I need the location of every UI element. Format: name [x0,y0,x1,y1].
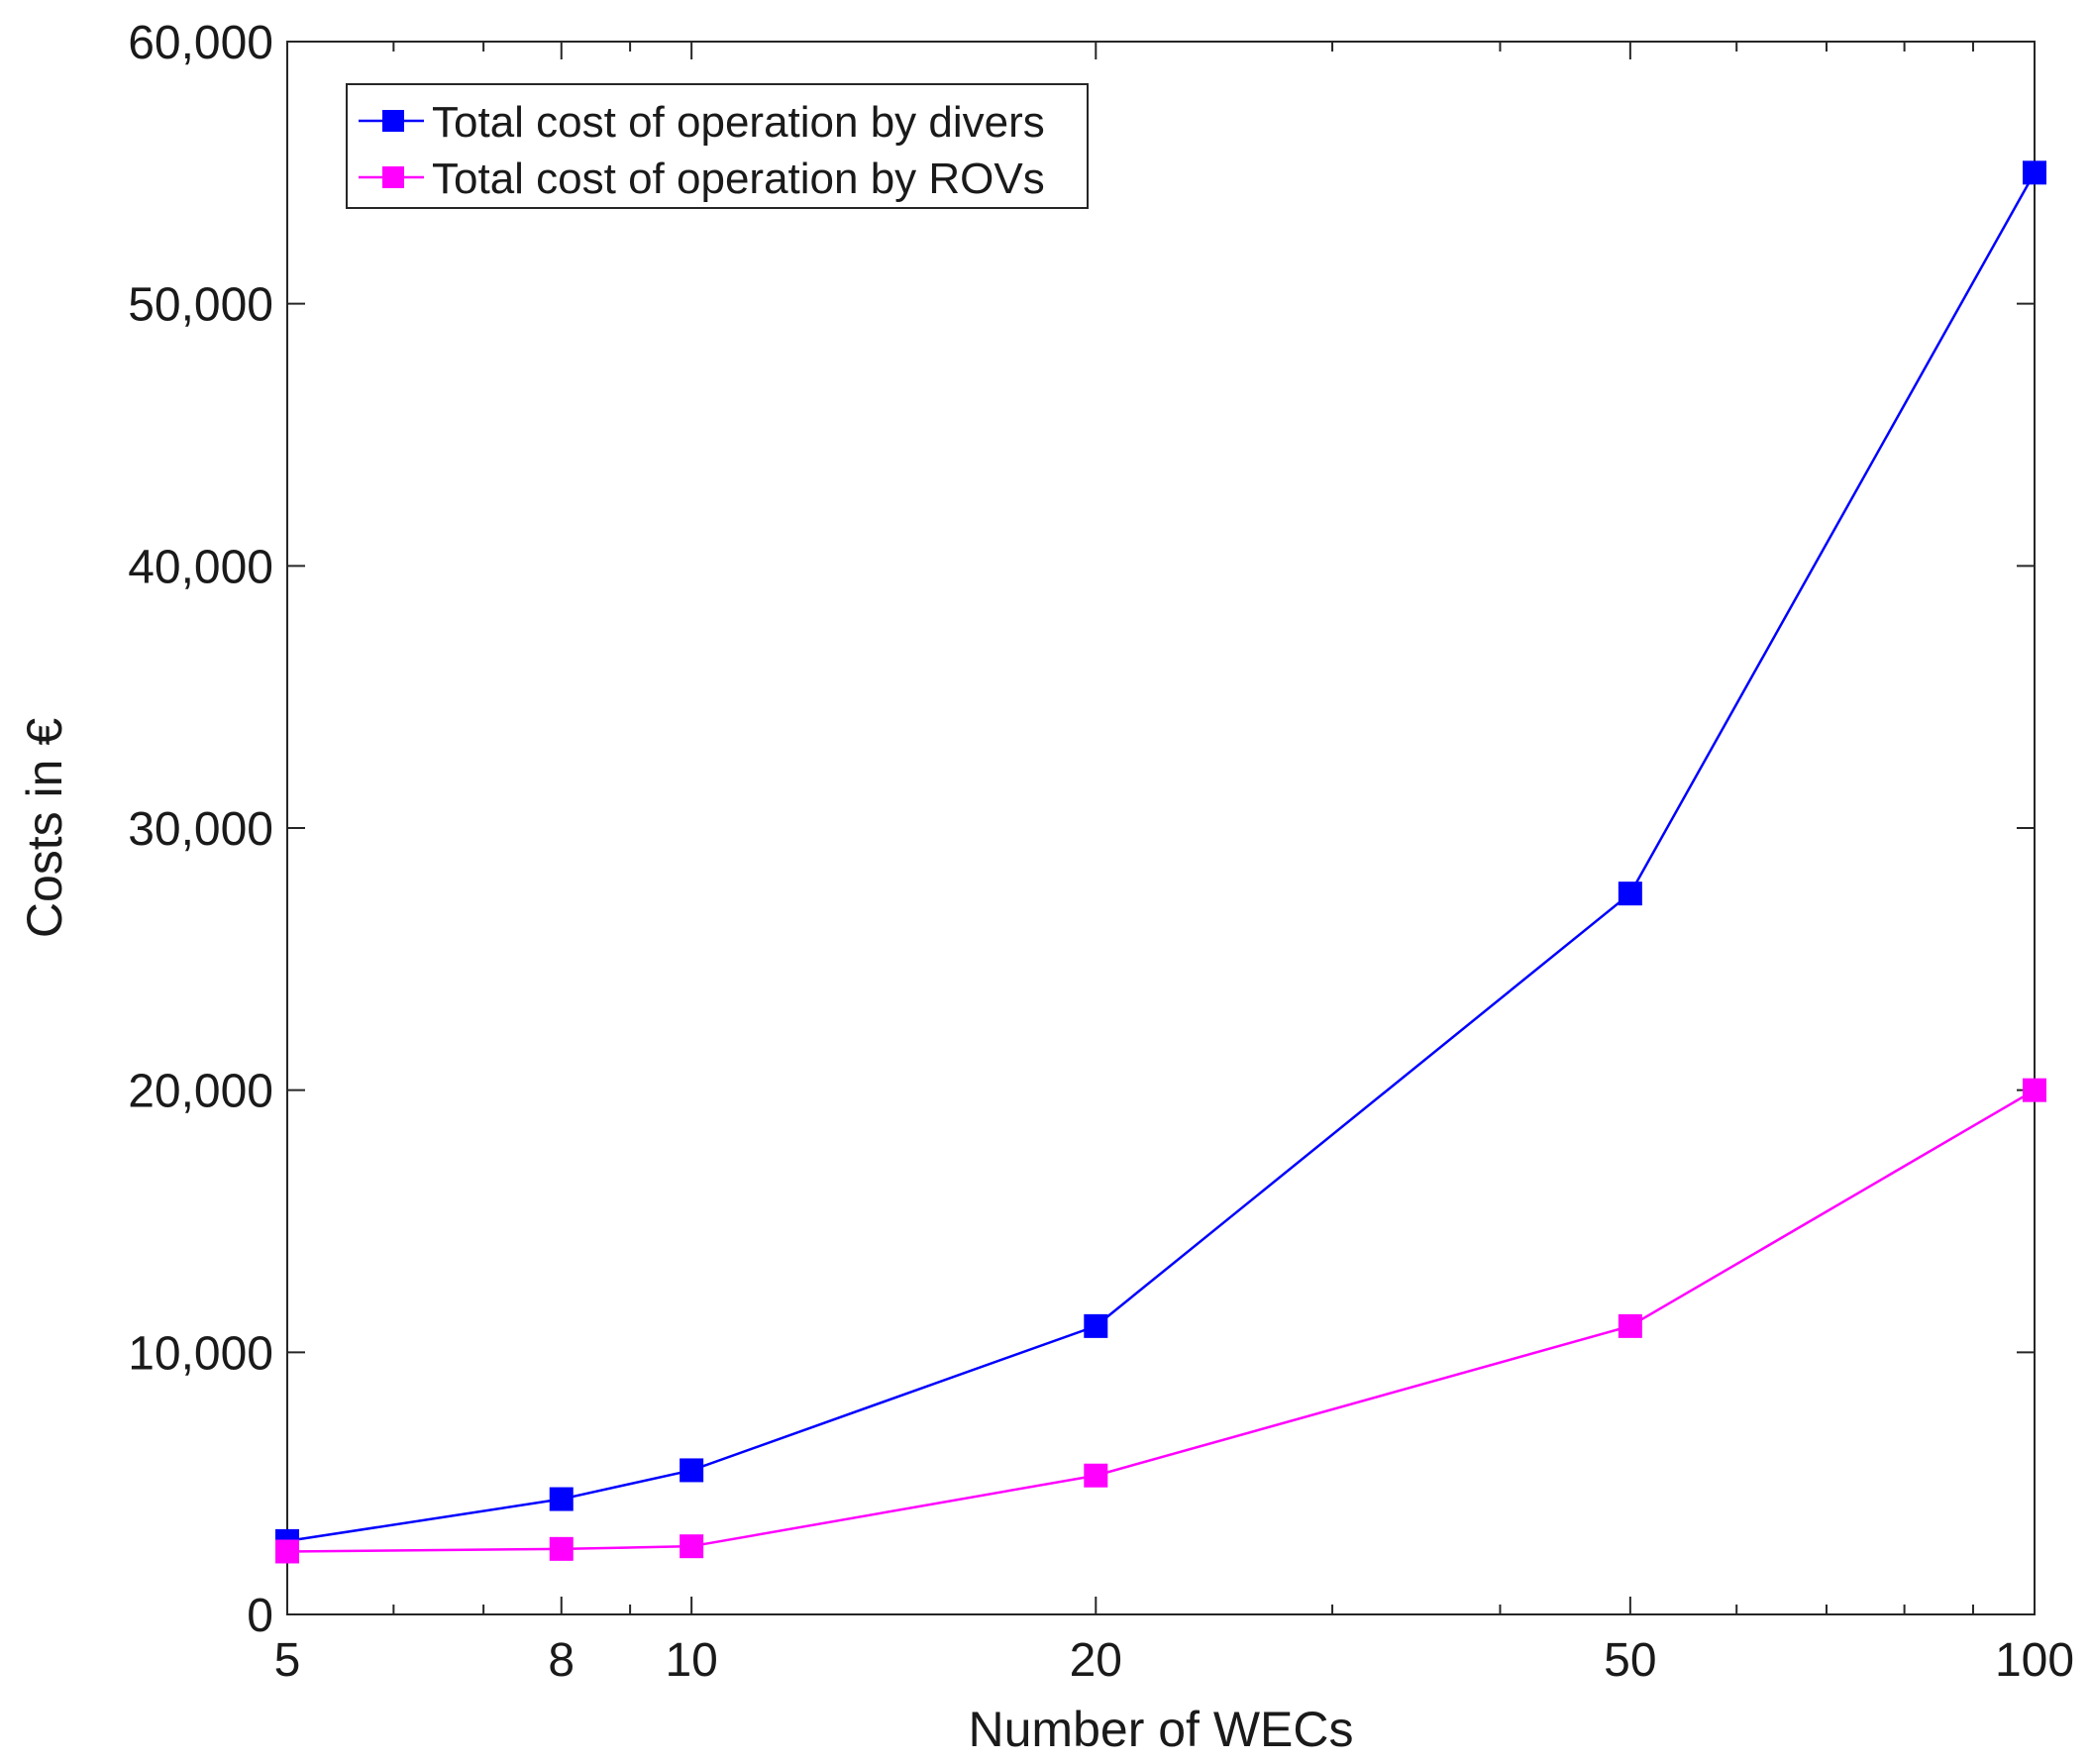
x-tick-label: 50 [1604,1634,1656,1687]
data-point-0 [1618,882,1642,906]
y-tick-label: 50,000 [128,279,273,332]
legend-label-rovs: Total cost of operation by ROVs [432,155,1045,203]
legend-entry-rovs: Total cost of operation by ROVs [359,155,1045,203]
x-axis-title: Number of WECs [969,1702,1354,1757]
x-tick-label: 20 [1070,1634,1122,1687]
legend-marker-divers [382,110,404,132]
data-point-0 [549,1487,574,1511]
plot-area [287,42,2035,1614]
series-line-1 [286,1089,2036,1553]
legend-marker-rovs [382,166,404,188]
y-tick-label: 30,000 [128,803,273,856]
data-point-1 [680,1534,704,1559]
legend: Total cost of operation by divers Total … [346,83,1089,209]
x-tick-label: 100 [1995,1634,2074,1687]
data-point-0 [2023,160,2046,185]
data-point-1 [549,1536,574,1561]
data-point-1 [2023,1078,2046,1102]
y-tick-label: 10,000 [128,1327,273,1380]
y-tick-label: 60,000 [128,17,273,69]
legend-label-divers: Total cost of operation by divers [432,98,1045,147]
data-point-1 [1618,1313,1642,1338]
data-point-0 [1084,1313,1108,1338]
y-tick-label: 40,000 [128,541,273,593]
y-axis-title: Costs in € [17,718,72,939]
data-point-1 [275,1539,299,1564]
series-layer [275,160,2046,1564]
y-tick-label: 0 [247,1590,273,1642]
x-tick-label: 10 [665,1634,717,1687]
axes-box [286,41,2036,1615]
y-axis-ticks: 0 10,000 20,000 30,000 40,000 50,000 60,000 [128,17,2035,1642]
data-point-0 [680,1458,704,1483]
x-tick-label: 5 [274,1634,301,1687]
series-line-0 [286,171,2037,1543]
legend-entry-divers: Total cost of operation by divers [359,98,1045,147]
x-tick-label: 8 [548,1634,575,1687]
x-axis-ticks: 5 8 10 20 50 100 [274,42,2074,1687]
x-minor-ticks [392,42,1974,1614]
y-tick-label: 20,000 [128,1066,273,1118]
legend-box [346,83,1089,209]
data-point-1 [1084,1463,1108,1488]
